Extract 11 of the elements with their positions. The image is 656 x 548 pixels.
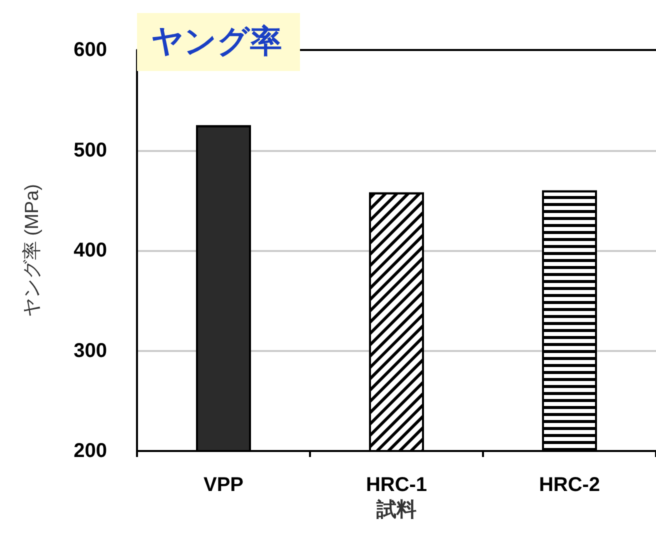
- y-tick-label: 300: [74, 340, 107, 362]
- y-tick-label: 200: [74, 440, 107, 462]
- x-tick-label: VPP: [203, 474, 244, 496]
- x-tick-label: HRC-2: [538, 474, 600, 496]
- x-axis-title: 試料: [376, 498, 416, 521]
- y-tick-label: 600: [74, 39, 107, 61]
- y-axis-title: ヤング率 (MPa): [21, 184, 43, 317]
- chart-title: ヤング率: [151, 23, 282, 59]
- x-tick-label: HRC-1: [366, 474, 428, 496]
- y-tick-label: 400: [74, 240, 107, 262]
- y-tick-label: 500: [74, 139, 107, 162]
